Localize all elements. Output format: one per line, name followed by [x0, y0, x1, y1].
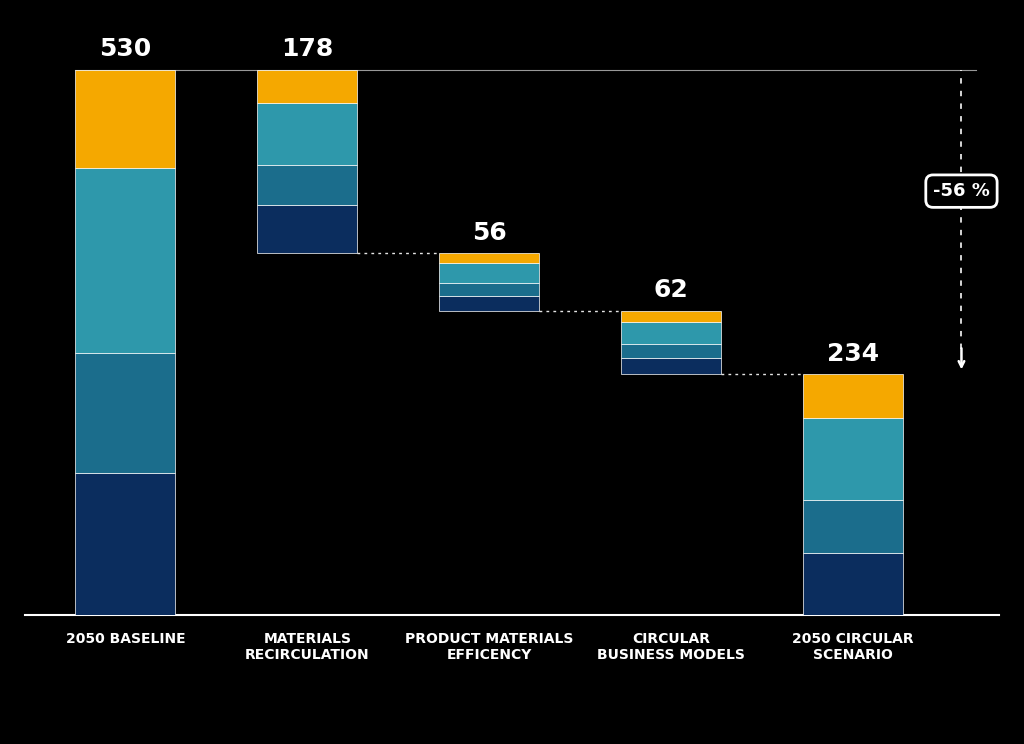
- Bar: [803, 374, 903, 417]
- Bar: [803, 553, 903, 615]
- Bar: [76, 353, 175, 473]
- Text: 234: 234: [827, 342, 880, 366]
- Text: -56 %: -56 %: [933, 182, 990, 200]
- Bar: [257, 70, 357, 103]
- Bar: [439, 253, 540, 263]
- Bar: [622, 310, 721, 322]
- Bar: [622, 322, 721, 344]
- Bar: [439, 283, 540, 295]
- Bar: [803, 499, 903, 553]
- Text: 530: 530: [99, 37, 152, 62]
- Text: 62: 62: [654, 278, 688, 302]
- Text: 56: 56: [472, 221, 507, 245]
- Bar: [257, 205, 357, 253]
- Bar: [439, 263, 540, 283]
- Bar: [76, 70, 175, 168]
- Bar: [622, 344, 721, 358]
- Bar: [439, 295, 540, 310]
- Bar: [76, 168, 175, 353]
- Bar: [257, 103, 357, 165]
- Bar: [622, 358, 721, 374]
- Bar: [257, 165, 357, 205]
- Bar: [803, 417, 903, 499]
- Bar: [76, 473, 175, 615]
- Text: 178: 178: [282, 37, 334, 62]
